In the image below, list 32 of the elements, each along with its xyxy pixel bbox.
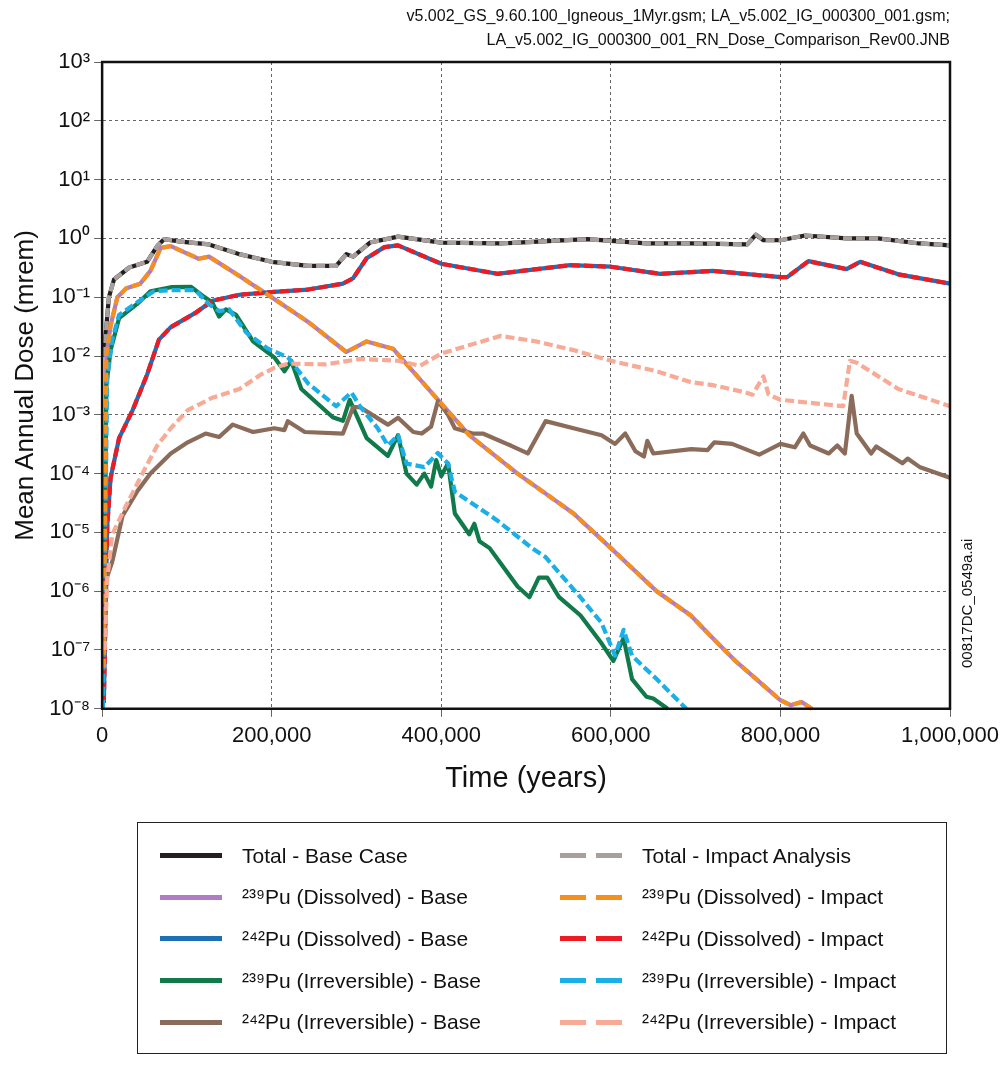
x-tick-label: 200,000 — [231, 722, 312, 748]
legend-label: ²⁴²Pu (Irreversible) - Impact — [642, 1010, 897, 1035]
x-tick-label: 600,000 — [571, 722, 651, 748]
y-tick-label: 10⁻⁶ — [49, 577, 91, 603]
y-tick-label: 10⁻⁵ — [49, 518, 91, 544]
y-tick-label: 10⁻¹ — [51, 283, 91, 309]
x-tick-label: 800,000 — [740, 722, 821, 748]
y-tick-label: 10⁻⁴ — [49, 459, 91, 485]
legend-label: Total - Impact Analysis — [642, 843, 851, 868]
legend-label: ²³⁹Pu (Dissolved) - Impact — [642, 885, 884, 910]
legend-label: Total - Base Case — [242, 843, 408, 868]
y-tick-label: 10³ — [58, 48, 91, 74]
x-tick-label: 400,000 — [401, 722, 482, 748]
y-tick-label: 10⁻³ — [51, 400, 91, 426]
x-axis-title: Time (years) — [445, 760, 607, 793]
y-tick-label: 10⁻² — [51, 342, 91, 368]
legend-label: ²³⁹Pu (Irreversible) - Impact — [642, 968, 897, 993]
y-tick-label: 10² — [58, 106, 91, 132]
legend-label: ²⁴²Pu (Irreversible) - Base — [242, 1010, 481, 1035]
y-tick-label: 10⁻⁷ — [50, 636, 91, 662]
x-tick-label: 1,000,000 — [901, 722, 999, 748]
legend-label: ²³⁹Pu (Dissolved) - Base — [242, 885, 469, 910]
text: v5.002_GS_9.60.100_Igneous_1Myr.gsm; LA_v5.002_IG_000300_001.gsm; LA_v5.002_IG_000300_001_RN_Dose_Comparison_Rev00.JNB — [405, 6, 950, 50]
legend-label: ²⁴²Pu (Dissolved) - Base — [242, 926, 469, 951]
y-tick-label: 10⁻⁸ — [49, 694, 91, 720]
legend-label: ²⁴²Pu (Dissolved) - Impact — [642, 926, 884, 951]
y-axis-title: Mean Annual Dose (mrem) — [8, 230, 39, 541]
legend-label: ²³⁹Pu (Irreversible) - Base — [242, 968, 481, 993]
y-tick-label: 10⁰ — [57, 224, 91, 250]
y-tick-label: 10¹ — [58, 165, 91, 191]
text: 00817DC_0549a.ai — [958, 538, 975, 668]
x-tick-label: 0 — [96, 722, 109, 748]
